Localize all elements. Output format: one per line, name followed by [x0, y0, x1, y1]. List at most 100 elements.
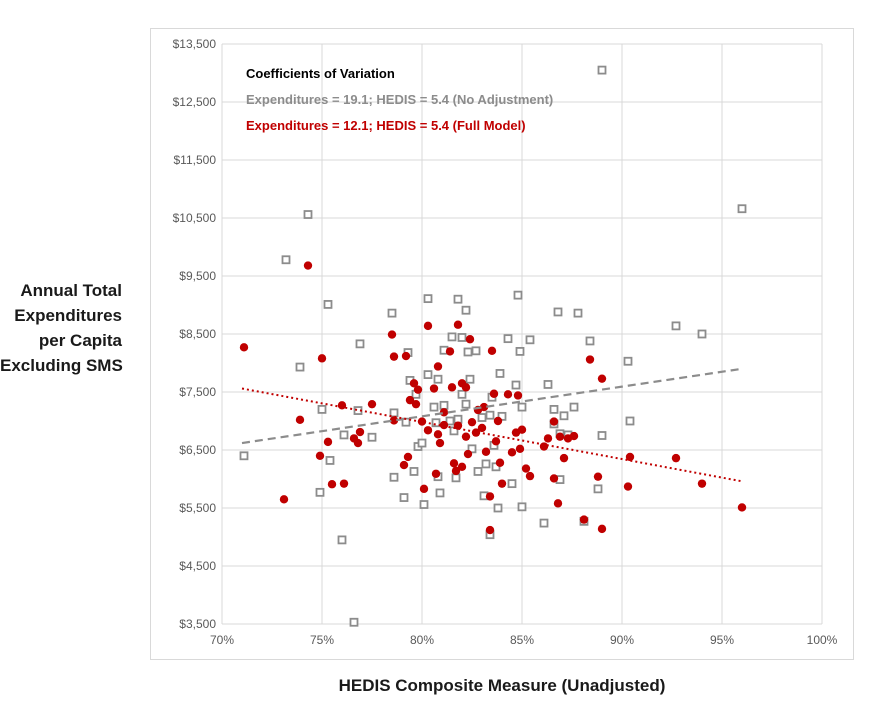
- unadjusted-point: [295, 362, 305, 372]
- unadjusted-point: [303, 210, 313, 219]
- unadjusted-point: [513, 290, 523, 300]
- x-tick-label: 90%: [610, 633, 634, 647]
- unadjusted-point: [485, 410, 495, 420]
- full-model-point: [317, 354, 327, 363]
- cv-line-unadjusted: Expenditures = 19.1; HEDIS = 5.4 (No Adj…: [246, 92, 553, 107]
- full-model-point: [387, 330, 397, 339]
- full-model-point: [489, 389, 499, 398]
- full-model-point: [491, 437, 501, 446]
- unadjusted-point: [457, 389, 467, 399]
- unadjusted-point: [317, 404, 327, 414]
- full-model-point: [339, 479, 349, 488]
- full-model-point: [507, 448, 517, 457]
- unadjusted-point: [597, 65, 607, 75]
- full-model-point: [593, 472, 603, 481]
- unadjusted-point: [315, 487, 325, 497]
- y-axis-label: Annual Total Expenditures per Capita Exc…: [0, 278, 123, 378]
- unadjusted-point: [281, 255, 291, 265]
- y-tick-label: $8,500: [179, 327, 216, 341]
- unadjusted-point: [447, 332, 457, 342]
- x-tick-label: 85%: [510, 633, 534, 647]
- full-model-point: [477, 423, 487, 433]
- full-model-point: [389, 352, 399, 361]
- unadjusted-point: [515, 346, 525, 356]
- unadjusted-point: [461, 305, 471, 315]
- unadjusted-point: [569, 402, 579, 412]
- trendlines: [241, 367, 743, 483]
- unadjusted-point: [553, 307, 563, 317]
- full-model-point: [453, 320, 463, 329]
- unadjusted-point: [593, 484, 603, 494]
- unadjusted-point: [597, 431, 607, 440]
- unadjusted-point: [409, 467, 419, 476]
- unadjusted-point: [507, 479, 517, 489]
- unadjusted-point: [539, 518, 549, 528]
- full-model-point: [495, 458, 505, 467]
- full-model-point: [671, 453, 681, 463]
- full-model-point: [405, 395, 415, 405]
- full-model-point: [597, 524, 607, 534]
- full-model-point: [543, 434, 553, 443]
- full-model-point: [481, 447, 491, 456]
- full-model-point: [585, 355, 595, 364]
- x-tick-label: 70%: [210, 633, 234, 647]
- unadjusted-point: [451, 473, 461, 483]
- unadjusted-point: [697, 329, 707, 339]
- unadjusted-point: [511, 380, 521, 390]
- full-model-point: [423, 426, 433, 435]
- unadjusted-point: [429, 402, 439, 412]
- unadjusted-point: [419, 500, 429, 509]
- y-tick-label: $11,500: [174, 153, 217, 167]
- full-model-point: [401, 351, 411, 361]
- full-model-point: [429, 384, 439, 393]
- full-model-point: [503, 390, 513, 399]
- full-model-point: [353, 438, 363, 448]
- full-model-point: [315, 451, 325, 460]
- full-model-point: [355, 427, 365, 437]
- unadjusted-point: [517, 502, 527, 512]
- unadjusted-point: [473, 467, 483, 476]
- unadjusted-point: [453, 294, 463, 304]
- y-axis-ticks: $3,500 $4,500 $5,500 $6,500 $7,500 $8,500 $9,5…: [173, 37, 217, 631]
- unadjusted-point: [573, 308, 583, 318]
- y-tick-label: $7,500: [179, 385, 216, 399]
- full-model-point: [295, 415, 305, 425]
- full-model-point: [465, 335, 475, 344]
- y-axis-label-line: Expenditures: [14, 306, 122, 325]
- y-tick-label: $13,500: [173, 37, 217, 51]
- unadjusted-point: [623, 356, 633, 366]
- full-model-point: [433, 430, 443, 439]
- full-model-point: [467, 417, 477, 427]
- full-model-point: [447, 383, 457, 392]
- full-model-point: [471, 428, 481, 437]
- full-model-point: [579, 515, 589, 524]
- full-model-point: [439, 408, 449, 417]
- unadjusted-point: [439, 400, 449, 410]
- unadjusted-point: [517, 402, 527, 412]
- unadjusted-point: [477, 413, 487, 422]
- full-model-point: [513, 391, 523, 400]
- y-tick-label: $4,500: [179, 559, 216, 573]
- full-model-point: [417, 417, 427, 426]
- unadjusted-point: [457, 333, 467, 342]
- full-model-point: [403, 452, 413, 462]
- unadjusted-point: [423, 294, 433, 304]
- full-model-point: [435, 438, 445, 448]
- unadjusted-point: [325, 456, 335, 465]
- full-model-point: [453, 421, 463, 430]
- full-model-point: [485, 492, 495, 501]
- y-tick-label: $6,500: [179, 443, 216, 457]
- unadjusted-point: [423, 370, 433, 380]
- y-tick-label: $5,500: [179, 501, 216, 515]
- full-model-point: [303, 261, 313, 270]
- unadjusted-point: [737, 204, 747, 214]
- unadjusted-point: [671, 321, 681, 331]
- unadjusted-point: [471, 346, 481, 356]
- unadjusted-point: [239, 451, 249, 461]
- unadjusted-point: [493, 503, 503, 513]
- full-model-point: [457, 462, 467, 472]
- unadjusted-point: [445, 416, 455, 426]
- full-model-point: [413, 385, 423, 394]
- full-model-point: [451, 466, 461, 476]
